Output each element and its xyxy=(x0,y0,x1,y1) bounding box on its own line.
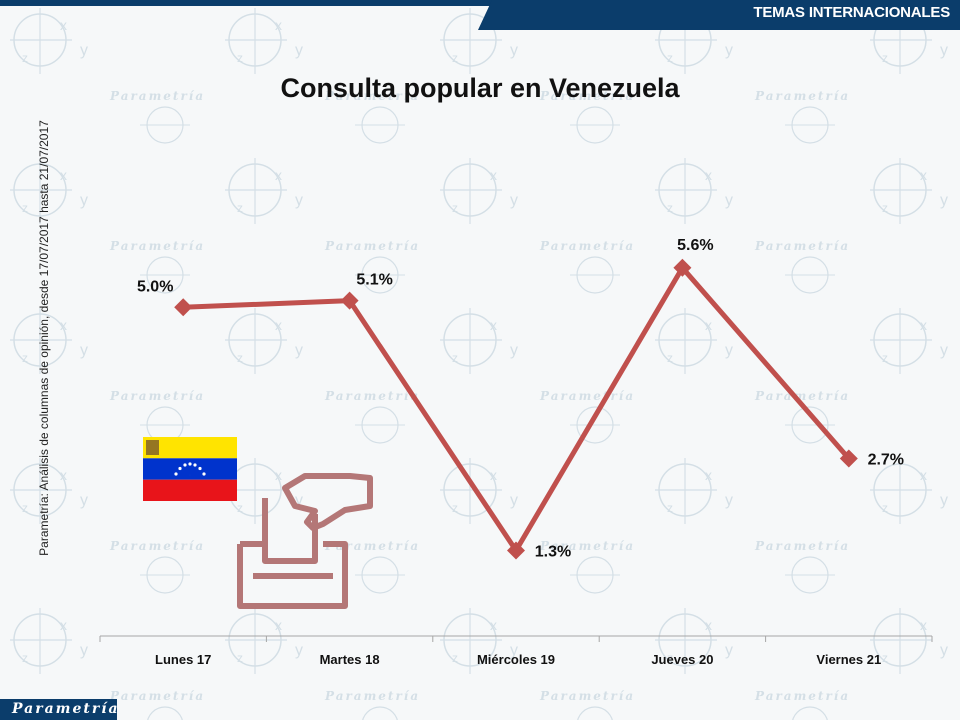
x-tick-label: Miércoles 19 xyxy=(477,652,555,667)
series-line xyxy=(183,265,851,554)
section-label: TEMAS INTERNACIONALES xyxy=(753,4,950,21)
ballot-box-icon xyxy=(237,473,373,609)
data-point-marker xyxy=(839,449,858,468)
venezuela-flag-icon xyxy=(143,437,237,501)
data-label: 1.3% xyxy=(535,544,571,561)
brand-box xyxy=(0,699,117,720)
data-point-marker xyxy=(340,291,359,310)
data-point-marker xyxy=(507,541,525,560)
chart-title: Consulta popular en Venezuela xyxy=(280,73,680,103)
data-point-marker xyxy=(673,258,692,277)
data-label: 5.6% xyxy=(677,237,713,254)
top-banner xyxy=(0,0,960,30)
x-tick-label: Jueves 20 xyxy=(651,652,713,667)
data-label: 5.0% xyxy=(137,278,173,295)
x-tick-label: Martes 18 xyxy=(320,652,380,667)
x-tick-label: Viernes 21 xyxy=(816,652,881,667)
data-label: 2.7% xyxy=(868,451,904,468)
data-label: 5.1% xyxy=(356,272,392,289)
data-point-marker xyxy=(174,298,193,317)
brand-logo: Parametría xyxy=(12,701,120,717)
x-tick-label: Lunes 17 xyxy=(155,652,211,667)
